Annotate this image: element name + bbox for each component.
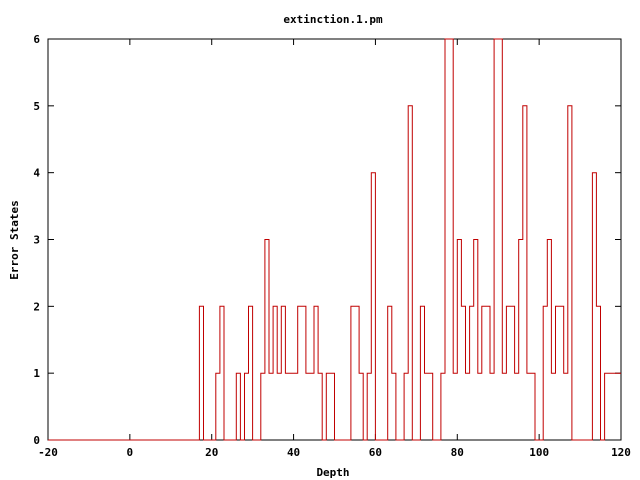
x-tick-label: 0 [127,446,134,459]
y-tick-label: 2 [33,300,40,313]
y-tick-label: 1 [33,367,40,380]
x-tick-label: -20 [38,446,58,459]
y-axis-label: Error States [8,200,21,279]
x-tick-label: 20 [205,446,218,459]
x-tick-label: 60 [369,446,382,459]
x-tick-label: 80 [451,446,464,459]
x-tick-label: 120 [611,446,631,459]
x-tick-label: 40 [287,446,300,459]
y-tick-label: 0 [33,434,40,447]
x-axis-label: Depth [316,466,349,479]
series-line [48,38,621,441]
x-tick-label: 100 [529,446,549,459]
y-tick-label: 6 [33,33,40,46]
y-tick-label: 3 [33,234,40,247]
chart-title: extinction.1.pm [283,13,383,26]
y-tick-label: 5 [33,100,40,113]
y-tick-label: 4 [33,167,40,180]
